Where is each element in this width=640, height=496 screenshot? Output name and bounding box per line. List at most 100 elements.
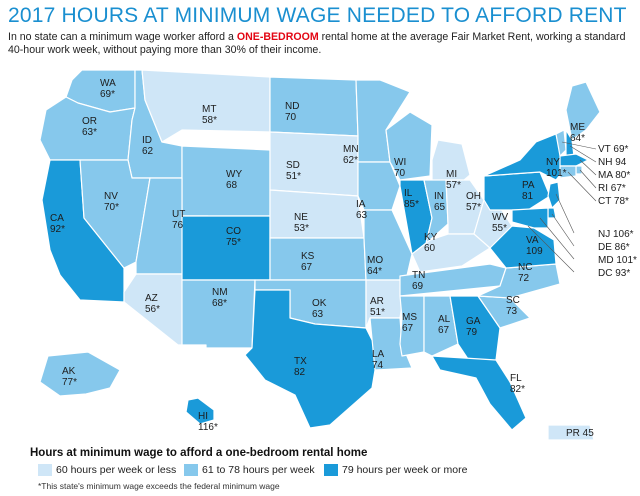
- label-value-ne: 53*: [294, 223, 309, 234]
- label-abbr-fl: FL: [510, 373, 522, 384]
- state-nj: [547, 181, 561, 209]
- legend-item-high: 79 hours per week or more: [324, 463, 467, 476]
- label-value-sc: 73: [506, 306, 518, 317]
- state-ks: [269, 237, 367, 281]
- callout-ct: CT 78*: [598, 196, 629, 207]
- label-value-nv: 70*: [104, 202, 119, 213]
- label-value-id: 62: [142, 146, 154, 157]
- label-value-tn: 69: [412, 281, 424, 292]
- state-la: [369, 317, 413, 371]
- state-me: [565, 81, 601, 141]
- state-tx: [244, 289, 379, 429]
- legend-title: Hours at minimum wage to afford a one-be…: [30, 447, 368, 459]
- label-value-ok: 63: [312, 309, 324, 320]
- label-value-nc: 72: [518, 273, 530, 284]
- label-abbr-tn: TN: [412, 270, 425, 281]
- label-value-ks: 67: [301, 262, 313, 273]
- label-abbr-in: IN: [434, 191, 444, 202]
- state-hi: [185, 397, 215, 425]
- leader-line-ct: [567, 171, 597, 202]
- state-md: [511, 207, 549, 229]
- label-abbr-me: ME: [570, 122, 585, 133]
- state-ak: [39, 351, 121, 397]
- label-abbr-wy: WY: [226, 169, 242, 180]
- label-abbr-ms: MS: [402, 312, 417, 323]
- label-value-oh: 57*: [466, 202, 481, 213]
- label-abbr-ca: CA: [50, 213, 64, 224]
- label-value-wa: 69*: [100, 89, 115, 100]
- leader-line-nh: [569, 145, 597, 163]
- label-abbr-ut: UT: [172, 209, 185, 220]
- label-abbr-wv: WV: [492, 212, 508, 223]
- state-ma: [559, 153, 589, 167]
- label-value-ms: 67: [402, 323, 414, 334]
- callout-vt: VT 69*: [598, 144, 628, 155]
- state-de: [547, 207, 557, 219]
- legend-label-high: 79 hours per week or more: [342, 463, 468, 476]
- label-abbr-pa: PA: [522, 180, 535, 191]
- leader-line-nj: [555, 193, 575, 234]
- state-pr: [547, 424, 595, 441]
- label-value-la: 74: [372, 360, 384, 371]
- state-ne: [269, 189, 365, 239]
- callout-nh: NH 94: [598, 157, 627, 168]
- label-abbr-la: LA: [372, 349, 385, 360]
- label-value-in: 65: [434, 202, 446, 213]
- label-value-ny: 101*: [546, 168, 567, 179]
- label-abbr-wi: WI: [394, 157, 406, 168]
- label-value-al: 67: [438, 325, 450, 336]
- label-value-wy: 68: [226, 180, 238, 191]
- label-value-ut: 76: [172, 220, 184, 231]
- label-abbr-mt: MT: [202, 104, 216, 115]
- label-abbr-nv: NV: [104, 191, 118, 202]
- callout-md: MD 101*: [598, 255, 637, 266]
- callout-de: DE 86*: [598, 242, 630, 253]
- leader-line-vt: [561, 141, 597, 150]
- page-title: 2017 HOURS AT MINIMUM WAGE NEEDED TO AFF…: [8, 4, 627, 27]
- label-abbr-mi: MI: [446, 169, 457, 180]
- legend-swatch-low: [38, 463, 52, 476]
- state-shapes: [39, 69, 601, 441]
- label-abbr-nd: ND: [285, 101, 299, 112]
- label-abbr-il: IL: [404, 188, 413, 199]
- label-value-ia: 63: [356, 210, 368, 221]
- label-abbr-nm: NM: [212, 287, 228, 298]
- label-abbr-co: CO: [226, 226, 241, 237]
- label-abbr-ar: AR: [370, 296, 384, 307]
- label-abbr-id: ID: [142, 135, 152, 146]
- label-abbr-tx: TX: [294, 356, 307, 367]
- label-value-wv: 55*: [492, 223, 507, 234]
- label-value-nd: 70: [285, 112, 297, 123]
- subtitle-highlight: ONE-BEDROOM: [236, 31, 319, 43]
- label-abbr-ny: NY: [546, 157, 560, 168]
- state-labels: WA69*OR63*CA92*ID62NV70*MT58*WY68UT76AZ5…: [50, 78, 594, 439]
- label-abbr-nc: NC: [518, 262, 532, 273]
- label-abbr-ne: NE: [294, 212, 308, 223]
- state-fl: [431, 355, 527, 431]
- label-abbr-va: VA: [526, 235, 539, 246]
- label-abbr-mo: MO: [367, 255, 383, 266]
- state-wi: [385, 111, 433, 181]
- state-pa: [483, 171, 551, 211]
- label-value-nm: 68*: [212, 298, 227, 309]
- label-abbr-oh: OH: [466, 191, 481, 202]
- label-abbr-or: OR: [82, 116, 97, 127]
- state-al: [423, 295, 459, 357]
- label-abbr-sd: SD: [286, 160, 300, 171]
- label-value-ar: 51*: [370, 307, 385, 318]
- state-wv: [473, 197, 513, 249]
- label-value-ak: 77*: [62, 377, 77, 388]
- legend-label-low: 60 hours per week or less: [56, 463, 177, 476]
- label-abbr-sc: SC: [506, 295, 520, 306]
- callout-dc: DC 93*: [598, 268, 630, 279]
- label-abbr-ia: IA: [356, 199, 366, 210]
- label-value-sd: 51*: [286, 171, 301, 182]
- label-abbr-ak: AK: [62, 366, 76, 377]
- label-value-mt: 58*: [202, 115, 217, 126]
- subtitle-text-after: rental home at the average Fair Market R…: [8, 31, 626, 56]
- label-abbr-hi: HI: [198, 411, 208, 422]
- label-abbr-ga: GA: [466, 316, 481, 327]
- label-value-ca: 92*: [50, 224, 65, 235]
- label-value-mo: 64*: [367, 266, 382, 277]
- label-abbr-az: AZ: [145, 293, 158, 304]
